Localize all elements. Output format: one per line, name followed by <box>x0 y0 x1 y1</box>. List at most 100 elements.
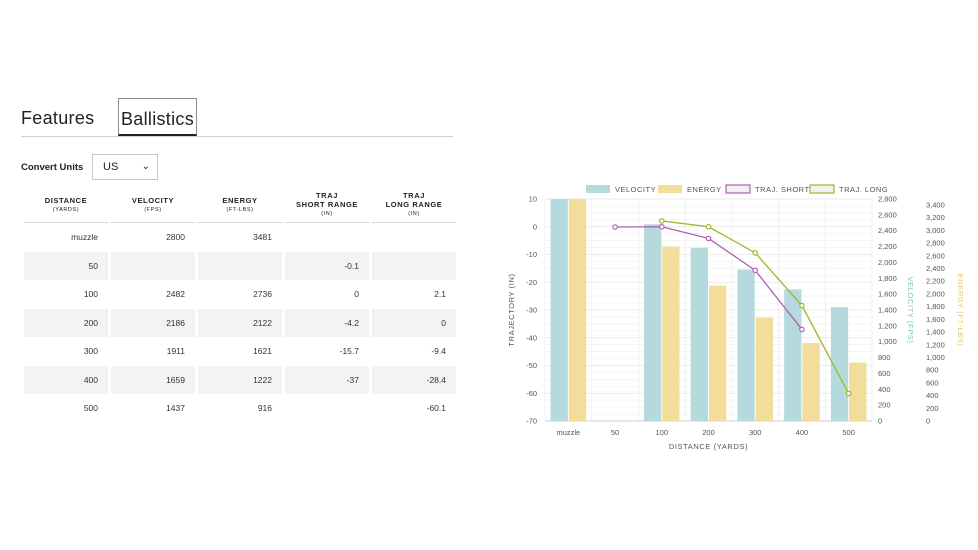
table-cell: -0.1 <box>285 251 369 280</box>
table-cell: 916 <box>257 403 272 414</box>
legend-swatch <box>725 184 751 194</box>
table-cell: 2186 <box>111 308 195 337</box>
velocity-bar <box>644 224 662 421</box>
table-cell: 500 <box>83 403 98 414</box>
legend-label: ENERGY <box>687 185 722 194</box>
table-cell: 1621 <box>253 346 272 357</box>
traj-long-line <box>661 220 850 394</box>
legend-swatch <box>809 184 835 194</box>
table-cell: -28.4 <box>372 365 456 394</box>
velocity-tick-label: 2,400 <box>878 226 897 235</box>
header-traj-long: TRAJ LONG RANGE (IN) <box>372 186 456 223</box>
chevron-down-icon: ⌄ <box>141 161 150 172</box>
legend-swatch <box>658 185 682 193</box>
velocity-tick-label: 800 <box>878 353 891 362</box>
velocity-tick-label: 1,400 <box>878 306 897 315</box>
trajectory-tick-label: -30 <box>526 306 537 315</box>
trajectory-tick-label: -10 <box>526 250 537 259</box>
energy-tick-label: 3,200 <box>926 213 945 222</box>
x-axis-title: DISTANCE (YARDS) <box>669 442 748 451</box>
x-tick-label: 200 <box>702 428 715 437</box>
energy-tick-label: 1,000 <box>926 353 945 362</box>
table-row: muzzle 2800 3481 <box>24 223 456 252</box>
tab-features[interactable]: Features <box>21 108 95 128</box>
trajectory-tick-label: 10 <box>529 195 537 204</box>
energy-tick-label: 0 <box>926 417 930 426</box>
x-tick-label: 300 <box>749 428 762 437</box>
energy-tick-label: 1,600 <box>926 315 945 324</box>
traj-long-point <box>845 390 852 397</box>
table-cell: 50 <box>24 251 108 280</box>
x-tick-label: 500 <box>842 428 855 437</box>
header-traj-short: TRAJ SHORT RANGE (IN) <box>285 186 369 223</box>
table-cell: 200 <box>24 308 108 337</box>
x-tick-label: muzzle <box>556 428 580 437</box>
energy-bar <box>802 343 820 421</box>
velocity-tick-label: 0 <box>878 417 882 426</box>
velocity-tick-label: 1,000 <box>878 337 897 346</box>
trajectory-tick-label: -70 <box>526 417 537 426</box>
velocity-tick-label: 2,200 <box>878 242 897 251</box>
trajectory-tick-label: -60 <box>526 389 537 398</box>
trajectory-axis-title: TRAJECTORY (IN) <box>507 273 516 346</box>
table-cell: -15.7 <box>339 346 359 357</box>
velocity-axis-title: VELOCITY (FPS) <box>906 276 915 343</box>
energy-tick-label: 2,600 <box>926 251 945 260</box>
traj-short-point <box>658 223 665 230</box>
table-row: 50 -0.1 <box>24 251 456 280</box>
table-row: 500 1437 916 -60.1 <box>24 394 456 423</box>
energy-axis-title: ENERGY (FT-LBS) <box>956 273 965 346</box>
velocity-tick-label: 2,600 <box>878 210 897 219</box>
energy-bar <box>662 246 680 421</box>
table-cell: 3481 <box>253 232 272 243</box>
table-row: 300 1911 1621 -15.7 -9.4 <box>24 337 456 366</box>
table-cell: 100 <box>83 289 98 300</box>
tab-bar: Features Ballistics <box>21 98 453 137</box>
table-cell: -60.1 <box>426 403 446 414</box>
table-cell: -37 <box>285 365 369 394</box>
header-distance: DISTANCE (YARDS) <box>24 186 108 223</box>
table-cell <box>111 251 195 280</box>
table-cell: 1911 <box>166 346 185 357</box>
energy-tick-label: 3,000 <box>926 226 945 235</box>
table-cell: 2482 <box>166 289 185 300</box>
energy-tick-label: 2,400 <box>926 264 945 273</box>
velocity-tick-label: 1,800 <box>878 274 897 283</box>
table-cell: 1222 <box>198 365 282 394</box>
x-tick-label: 100 <box>656 428 669 437</box>
energy-tick-label: 2,000 <box>926 289 945 298</box>
traj-long-point <box>658 218 665 224</box>
energy-bar <box>709 285 727 421</box>
table-cell: 0 <box>354 289 359 300</box>
energy-tick-label: 600 <box>926 378 939 387</box>
energy-tick-label: 1,800 <box>926 302 945 311</box>
table-row: 100 2482 2736 0 2.1 <box>24 280 456 309</box>
table-cell: 2800 <box>166 232 185 243</box>
energy-tick-label: 2,800 <box>926 239 945 248</box>
table-cell: -9.4 <box>431 346 446 357</box>
legend-label: TRAJ. SHORT <box>755 185 810 194</box>
legend-swatch <box>586 185 610 193</box>
velocity-tick-label: 200 <box>878 401 891 410</box>
velocity-tick-label: 600 <box>878 369 891 378</box>
table-cell: 300 <box>83 346 98 357</box>
table-cell: 2.1 <box>434 289 446 300</box>
tab-ballistics[interactable]: Ballistics <box>118 98 197 136</box>
header-energy: ENERGY (FT-LBS) <box>198 186 282 223</box>
table-cell: 2122 <box>198 308 282 337</box>
traj-short-line <box>615 226 803 330</box>
traj-short-point <box>799 326 805 333</box>
energy-bar <box>568 199 587 421</box>
units-select[interactable]: US ⌄ <box>92 154 158 180</box>
traj-short-point <box>752 267 759 274</box>
traj-long-point <box>799 302 805 309</box>
energy-tick-label: 800 <box>926 366 939 375</box>
velocity-tick-label: 1,200 <box>878 321 897 330</box>
table-cell <box>285 223 369 252</box>
velocity-bar <box>830 307 849 421</box>
x-tick-label: 400 <box>796 428 809 437</box>
energy-tick-label: 2,200 <box>926 277 945 286</box>
table-row: 400 1659 1222 -37 -28.4 <box>24 365 456 394</box>
traj-short-point <box>705 235 712 242</box>
trajectory-tick-label: -40 <box>526 333 537 342</box>
